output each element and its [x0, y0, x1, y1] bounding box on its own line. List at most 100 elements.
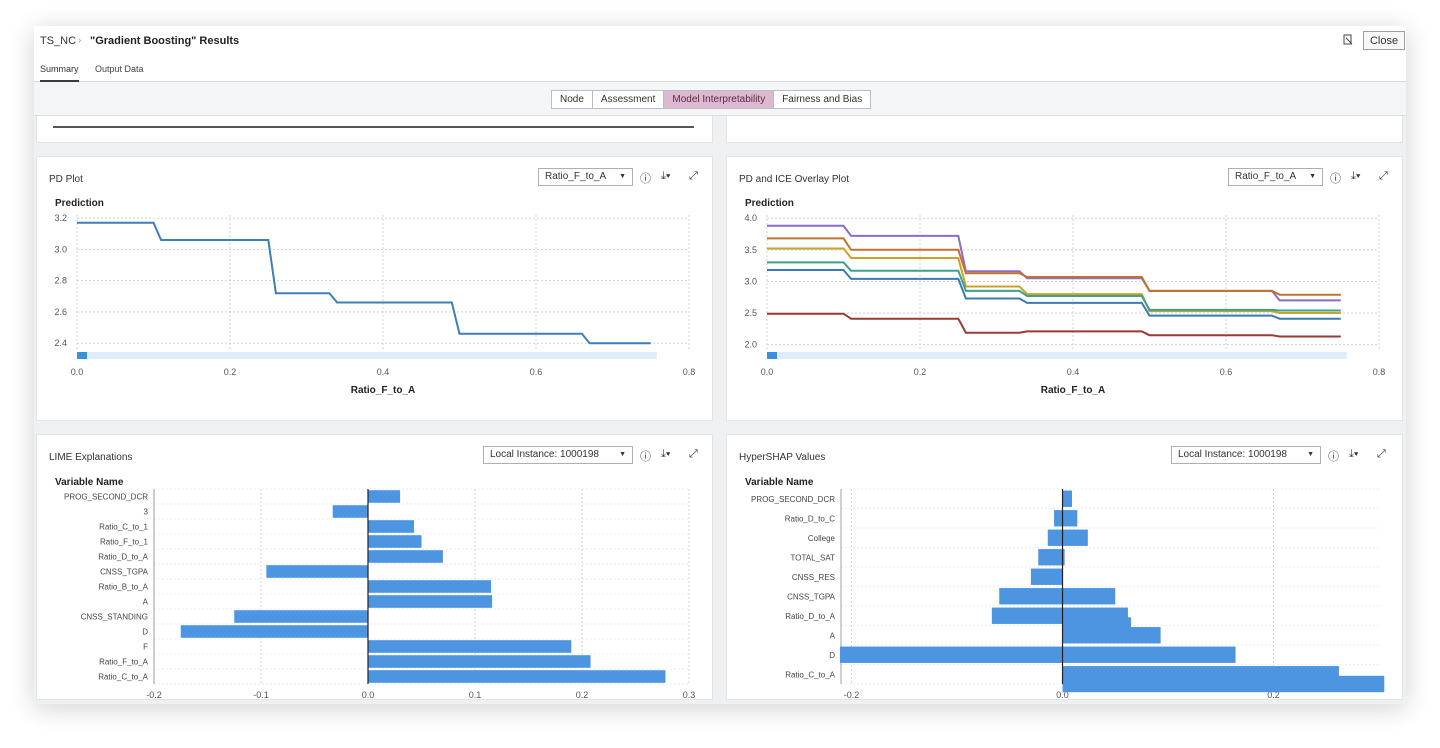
info-icon[interactable]: ⓘ [640, 451, 651, 463]
bar [1030, 568, 1063, 585]
series-line [767, 312, 1341, 338]
info-icon[interactable]: ⓘ [1330, 173, 1341, 185]
pd-plot-panel: PD Plot Ratio_F_to_A ▼ ⓘ ⤓▾ ⤢ Prediction 2… [36, 156, 713, 421]
category-label: F [143, 643, 148, 652]
category-label: Ratio_C_to_1 [99, 523, 148, 532]
segment-model-interpretability[interactable]: Model Interpretability [664, 90, 775, 109]
category-label: TOTAL_SAT [791, 553, 836, 562]
hypershap-chart: Variable Name -0.2 0.0 0.2 PROG_SECOND_DCR Ra… [745, 477, 1385, 699]
x-tick-label: 0.8 [1373, 367, 1386, 377]
y-tick-label: 2.6 [54, 307, 67, 317]
bar [266, 565, 368, 578]
caret-down-icon: ▼ [619, 173, 626, 180]
x-tick-label: 0.3 [683, 690, 696, 699]
tab-bar: Summary Output Data [34, 56, 1406, 82]
category-label: A [830, 631, 836, 640]
close-button[interactable]: Close [1363, 31, 1405, 50]
axis-line [53, 126, 694, 128]
bar [1062, 588, 1116, 605]
x-axis-label: Ratio_F_to_A [351, 385, 415, 396]
y-axis-label: Variable Name [745, 477, 814, 488]
category-label: A [143, 598, 149, 607]
category-label: CNSS_RES [792, 573, 835, 582]
x-tick-label: 0.8 [683, 367, 696, 377]
x-tick-label: 0.6 [1220, 367, 1233, 377]
series-line [767, 269, 1341, 320]
bar [368, 670, 666, 683]
panel-title: LIME Explanations [49, 452, 133, 463]
caret-down-icon: ▼ [1309, 173, 1316, 180]
bar [1062, 627, 1161, 644]
instance-dropdown[interactable]: Local Instance: 1000198 ▼ [1171, 446, 1321, 464]
rug-marker [77, 352, 87, 359]
y-tick-label: 3.0 [744, 276, 757, 286]
category-label: CNSS_TGPA [100, 568, 149, 577]
y-tick-label: 2.4 [54, 338, 67, 348]
caret-down-icon: ▼ [619, 451, 626, 458]
expand-icon[interactable]: ⤢ [689, 448, 698, 460]
y-tick-label: 3.2 [54, 213, 67, 223]
series-line [767, 224, 1341, 302]
expand-icon[interactable]: ⤢ [1379, 170, 1388, 182]
rug-band [77, 352, 657, 359]
variable-dropdown[interactable]: Ratio_F_to_A ▼ [1228, 168, 1323, 186]
download-icon[interactable]: ⤓▾ [1349, 448, 1359, 460]
pin-icon[interactable] [1342, 34, 1354, 46]
x-tick-label: 0.4 [377, 367, 390, 377]
x-tick-label: 0.2 [914, 367, 927, 377]
panel-above-right [726, 116, 1403, 143]
category-label: D [829, 651, 835, 660]
download-icon[interactable]: ⤓▾ [1351, 170, 1361, 182]
tab-output-data[interactable]: Output Data [95, 64, 144, 74]
caret-down-icon: ▼ [1307, 451, 1314, 458]
category-label: Ratio_B_to_A [99, 583, 149, 592]
category-label: Ratio_C_to_A [98, 673, 148, 682]
info-icon[interactable]: ⓘ [1328, 451, 1339, 463]
x-tick-label: 0.2 [576, 690, 589, 699]
rug-marker [767, 352, 777, 359]
lime-explanations-panel: LIME Explanations Local Instance: 100019… [36, 434, 713, 700]
bar [332, 505, 368, 518]
dropdown-value: Ratio_F_to_A [1235, 171, 1297, 182]
ice-chart: Prediction 2.0 2.5 3.0 3.5 4.0 0.0 0.2 0.4 0.6 0.8… [744, 198, 1386, 396]
category-label: Ratio_D_to_A [98, 553, 148, 562]
variable-dropdown[interactable]: Ratio_F_to_A ▼ [538, 168, 633, 186]
y-tick-label: 2.0 [744, 340, 757, 350]
breadcrumb-root[interactable]: TS_NC [40, 35, 77, 47]
series-line [767, 261, 1341, 312]
category-label: College [808, 534, 836, 543]
y-tick-label: 3.0 [54, 244, 67, 254]
segmented-control: Node Assessment Model Interpretability F… [551, 90, 872, 109]
rug-band [767, 352, 1347, 359]
category-label: D [142, 628, 148, 637]
category-label: CNSS_STANDING [81, 613, 148, 622]
series-line [767, 247, 1341, 314]
bar [368, 640, 572, 653]
info-icon[interactable]: ⓘ [640, 173, 651, 185]
y-axis-label: Prediction [745, 198, 794, 209]
expand-icon[interactable]: ⤢ [689, 170, 698, 182]
bar [1062, 646, 1236, 663]
bar [1062, 510, 1078, 527]
x-tick-label: 0.2 [224, 367, 237, 377]
category-label: Ratio_F_to_A [99, 658, 149, 667]
download-icon[interactable]: ⤓▾ [661, 448, 671, 460]
section-nav: Node Assessment Model Interpretability F… [34, 82, 1406, 116]
panel-title: HyperSHAP Values [739, 452, 826, 463]
segment-assessment[interactable]: Assessment [592, 90, 665, 109]
segment-node[interactable]: Node [551, 90, 593, 109]
category-label: 3 [144, 508, 149, 517]
tab-summary[interactable]: Summary [40, 64, 79, 82]
y-tick-label: 2.5 [744, 308, 757, 318]
x-tick-label: -0.2 [146, 690, 162, 699]
category-label: Ratio_D_to_A [785, 612, 835, 621]
instance-dropdown[interactable]: Local Instance: 1000198 ▼ [483, 446, 633, 464]
bar [999, 588, 1063, 605]
download-icon[interactable]: ⤓▾ [661, 170, 671, 182]
lime-chart: Variable Name -0.2 -0.1 0.0 0.1 0.2 0.3 PROG_SE… [55, 477, 696, 699]
expand-icon[interactable]: ⤢ [1377, 448, 1386, 460]
breadcrumb-separator: › [78, 35, 82, 46]
segment-fairness-and-bias[interactable]: Fairness and Bias [774, 90, 872, 109]
x-tick-label: 0.6 [530, 367, 543, 377]
pd-ice-overlay-panel: PD and ICE Overlay Plot Ratio_F_to_A ▼ ⓘ … [726, 156, 1403, 421]
